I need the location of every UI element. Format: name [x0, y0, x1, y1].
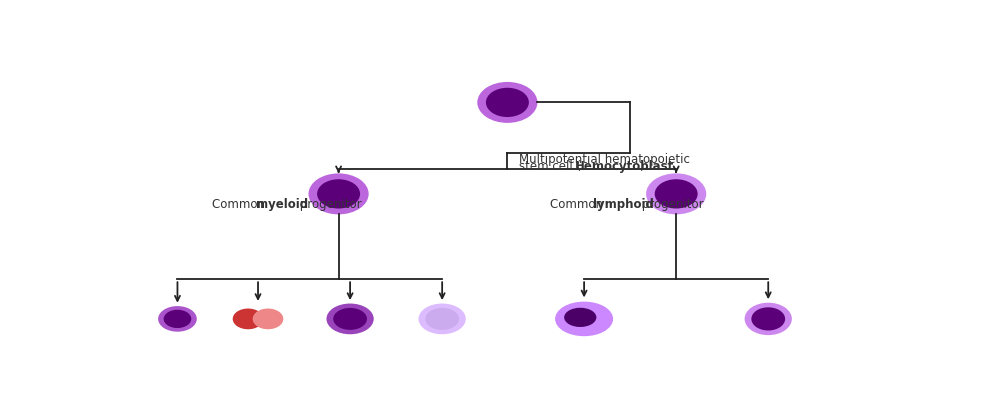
- Ellipse shape: [163, 310, 191, 328]
- Ellipse shape: [419, 303, 465, 334]
- Ellipse shape: [744, 303, 792, 335]
- Text: myeloid: myeloid: [255, 198, 308, 211]
- Ellipse shape: [309, 173, 368, 214]
- Ellipse shape: [486, 88, 529, 117]
- Text: lymphoid: lymphoid: [593, 198, 654, 211]
- Text: Common: Common: [212, 198, 268, 211]
- Ellipse shape: [564, 308, 596, 327]
- Ellipse shape: [555, 302, 613, 336]
- Ellipse shape: [426, 308, 459, 330]
- Text: ): ): [639, 160, 644, 173]
- Text: Common: Common: [549, 198, 606, 211]
- Ellipse shape: [477, 82, 538, 123]
- Ellipse shape: [646, 173, 706, 214]
- Ellipse shape: [751, 307, 785, 331]
- Text: Hemocytoblast: Hemocytoblast: [575, 160, 674, 173]
- Text: progenitor: progenitor: [296, 198, 361, 211]
- Ellipse shape: [334, 308, 367, 330]
- Text: stem cell (: stem cell (: [519, 160, 581, 173]
- Ellipse shape: [654, 179, 698, 209]
- Ellipse shape: [252, 308, 283, 329]
- Ellipse shape: [158, 306, 197, 332]
- Ellipse shape: [327, 303, 373, 334]
- Text: progenitor: progenitor: [638, 198, 704, 211]
- Ellipse shape: [317, 179, 360, 209]
- Ellipse shape: [233, 308, 263, 329]
- Text: Multipotential hematopoietic: Multipotential hematopoietic: [519, 152, 690, 166]
